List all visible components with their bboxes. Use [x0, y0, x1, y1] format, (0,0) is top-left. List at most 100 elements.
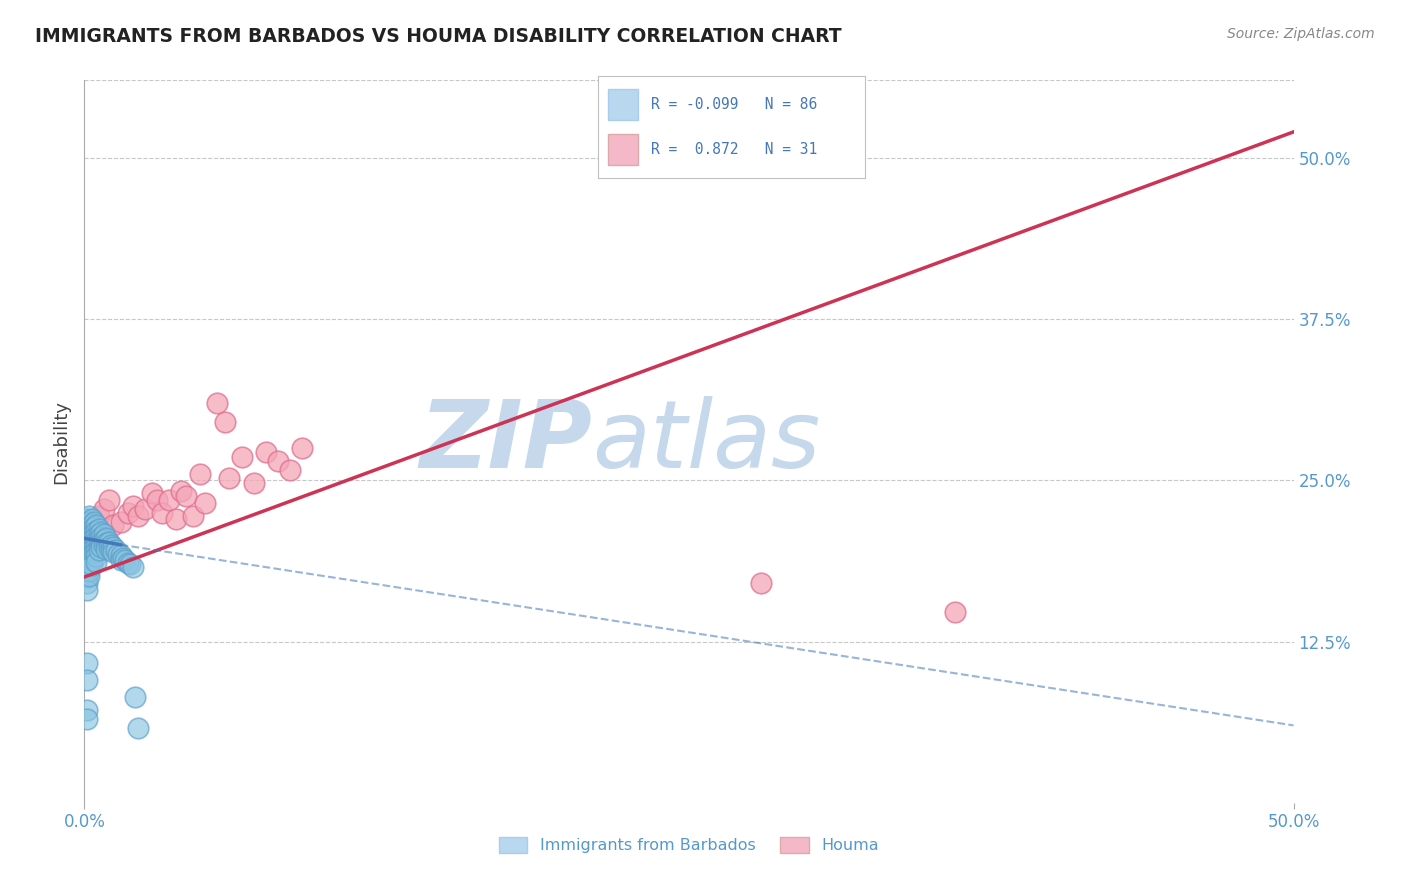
Point	[127, 509, 149, 524]
Point	[76, 673, 98, 688]
Point	[120, 557, 142, 571]
Point	[93, 533, 115, 547]
Point	[94, 541, 117, 556]
Point	[87, 509, 110, 524]
Point	[77, 553, 100, 567]
Legend: Immigrants from Barbados, Houma: Immigrants from Barbados, Houma	[492, 830, 886, 860]
Point	[76, 576, 98, 591]
Point	[86, 555, 108, 569]
Point	[76, 703, 98, 717]
Point	[110, 515, 132, 529]
Point	[87, 542, 110, 557]
Point	[194, 496, 217, 510]
Point	[83, 518, 105, 533]
Point	[87, 527, 110, 541]
Point	[77, 542, 100, 557]
Point	[103, 518, 125, 533]
Point	[80, 553, 103, 567]
Point	[80, 533, 103, 547]
Point	[121, 499, 143, 513]
Point	[77, 558, 100, 573]
Point	[90, 530, 112, 544]
Point	[207, 396, 229, 410]
Point	[170, 483, 193, 498]
Point	[218, 471, 240, 485]
Point	[254, 445, 277, 459]
Point	[97, 492, 120, 507]
Point	[77, 568, 100, 582]
Point	[76, 531, 98, 545]
Point	[278, 463, 301, 477]
Point	[93, 527, 115, 541]
Point	[86, 529, 108, 543]
Point	[80, 517, 103, 532]
Point	[86, 539, 108, 553]
Point	[124, 690, 146, 704]
Point	[77, 527, 100, 541]
Point	[943, 605, 966, 619]
Point	[86, 533, 108, 548]
Point	[76, 538, 98, 552]
Point	[76, 564, 98, 578]
Point	[117, 506, 139, 520]
Point	[77, 548, 100, 562]
Point	[80, 548, 103, 562]
Point	[76, 582, 98, 597]
Point	[94, 536, 117, 550]
Point	[93, 538, 115, 552]
Point	[90, 541, 112, 555]
Point	[77, 522, 100, 536]
Point	[190, 467, 212, 481]
Point	[77, 564, 100, 578]
Text: R =  0.872   N = 31: R = 0.872 N = 31	[651, 142, 817, 157]
Point	[76, 512, 98, 526]
Point	[157, 492, 180, 507]
Point	[110, 548, 132, 562]
Point	[83, 524, 105, 539]
Text: R = -0.099   N = 86: R = -0.099 N = 86	[651, 97, 817, 112]
Point	[80, 558, 103, 573]
Point	[103, 541, 125, 555]
Point	[83, 515, 105, 529]
Point	[110, 553, 132, 567]
Point	[127, 721, 149, 735]
Point	[80, 538, 103, 552]
Point	[100, 542, 122, 557]
Point	[121, 559, 143, 574]
Point	[76, 570, 98, 584]
Point	[141, 486, 163, 500]
Point	[86, 518, 108, 533]
Point	[103, 545, 125, 559]
Point	[83, 541, 105, 555]
Point	[104, 542, 127, 557]
Text: IMMIGRANTS FROM BARBADOS VS HOUMA DISABILITY CORRELATION CHART: IMMIGRANTS FROM BARBADOS VS HOUMA DISABI…	[35, 27, 842, 45]
Y-axis label: Disability: Disability	[52, 400, 70, 483]
Point	[94, 531, 117, 545]
Point	[83, 535, 105, 549]
Point	[107, 547, 129, 561]
Point	[117, 556, 139, 570]
Point	[291, 441, 314, 455]
FancyBboxPatch shape	[609, 89, 638, 120]
Point	[97, 541, 120, 555]
Point	[76, 550, 98, 565]
Text: Source: ZipAtlas.com: Source: ZipAtlas.com	[1227, 27, 1375, 41]
Point	[114, 553, 136, 567]
Point	[77, 515, 100, 529]
Point	[80, 542, 103, 557]
Point	[112, 550, 135, 565]
Point	[93, 501, 115, 516]
Point	[150, 506, 173, 520]
Point	[76, 557, 98, 571]
Point	[100, 538, 122, 552]
Point	[80, 512, 103, 526]
Point	[80, 522, 103, 536]
Point	[77, 538, 100, 552]
Point	[242, 475, 264, 490]
Point	[86, 549, 108, 564]
Point	[214, 415, 236, 429]
Point	[165, 512, 187, 526]
Point	[76, 541, 98, 555]
Point	[86, 524, 108, 538]
Point	[76, 544, 98, 558]
